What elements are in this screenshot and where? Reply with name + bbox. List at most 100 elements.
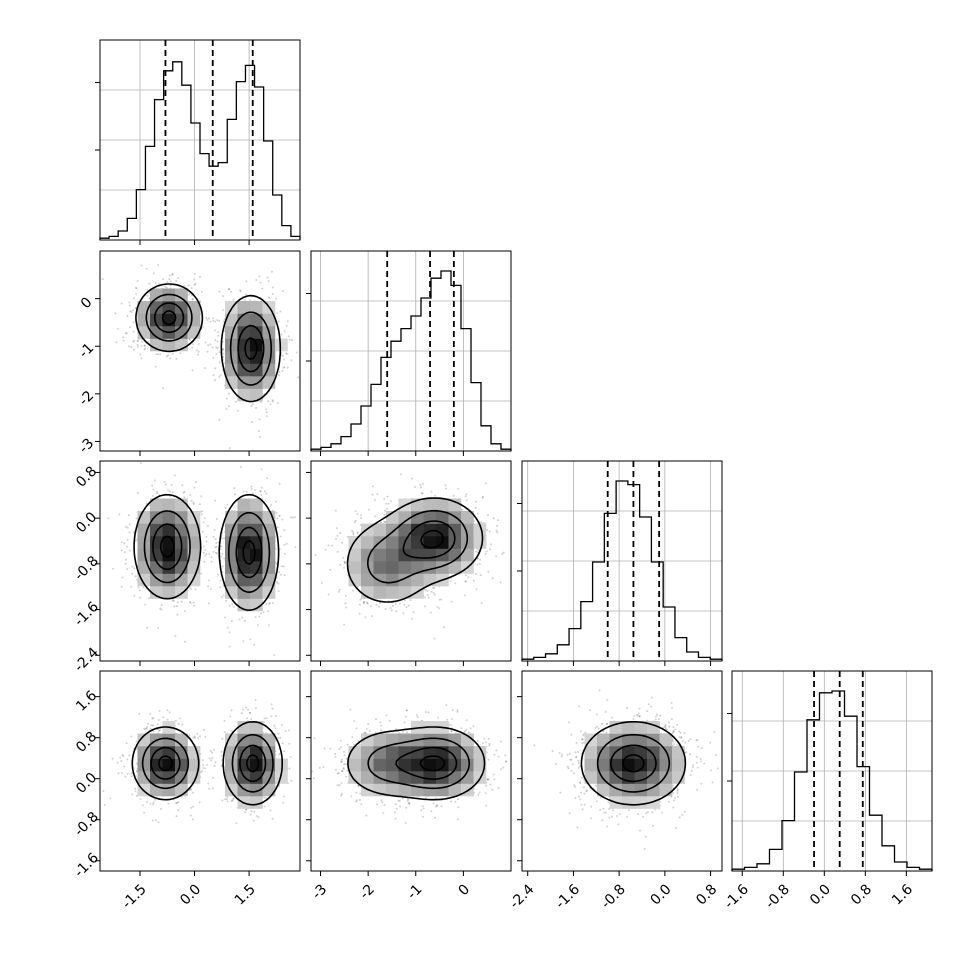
scatter-point bbox=[360, 516, 362, 519]
scatter-point bbox=[214, 538, 217, 541]
scatter-point bbox=[227, 288, 230, 291]
scatter-point bbox=[211, 757, 214, 760]
scatter-point bbox=[241, 712, 243, 715]
pair-panel-0-3 bbox=[95, 670, 301, 876]
scatter-point bbox=[121, 771, 124, 774]
scatter-point bbox=[212, 550, 215, 553]
scatter-point bbox=[219, 579, 222, 582]
density-cell bbox=[162, 338, 176, 352]
density-cell bbox=[137, 523, 151, 537]
scatter-point bbox=[221, 565, 224, 568]
scatter-point bbox=[120, 585, 123, 588]
scatter-point bbox=[159, 607, 162, 610]
scatter-point bbox=[160, 604, 163, 607]
scatter-point bbox=[169, 495, 172, 498]
scatter-point bbox=[203, 728, 205, 731]
scatter-point bbox=[273, 654, 276, 656]
scatter-point bbox=[253, 810, 256, 813]
scatter-point bbox=[204, 767, 207, 770]
scatter-point bbox=[214, 379, 217, 382]
scatter-point bbox=[438, 607, 441, 610]
density-cell bbox=[250, 388, 263, 402]
scatter-point bbox=[266, 276, 269, 279]
scatter-point bbox=[344, 562, 347, 565]
scatter-point bbox=[226, 463, 228, 465]
scatter-point bbox=[384, 520, 387, 523]
scatter-point bbox=[263, 796, 266, 799]
scatter-point bbox=[288, 729, 290, 732]
scatter-point bbox=[262, 611, 265, 614]
scatter-point bbox=[295, 351, 298, 354]
scatter-point bbox=[122, 339, 125, 342]
scatter-point bbox=[205, 535, 208, 538]
scatter-point bbox=[197, 343, 200, 345]
scatter-point bbox=[157, 729, 160, 732]
density-cell bbox=[275, 771, 288, 784]
density-cell bbox=[150, 586, 163, 599]
scatter-point bbox=[241, 708, 244, 711]
scatter-point bbox=[265, 796, 267, 799]
scatter-point bbox=[221, 340, 224, 343]
scatter-point bbox=[136, 339, 139, 342]
scatter-point bbox=[128, 304, 131, 307]
density-cell bbox=[175, 313, 188, 327]
scatter-point bbox=[157, 282, 160, 285]
scatter-point bbox=[276, 312, 279, 315]
scatter-point bbox=[144, 347, 147, 350]
scatter-point bbox=[214, 367, 217, 370]
contours bbox=[133, 493, 280, 611]
scatter-point bbox=[223, 719, 226, 722]
scatter-point bbox=[154, 282, 157, 284]
scatter-point bbox=[130, 311, 133, 314]
scatter-point bbox=[170, 484, 173, 487]
scatter-point bbox=[128, 523, 131, 526]
density-cell bbox=[250, 721, 263, 734]
scatter-point bbox=[177, 277, 180, 280]
scatter-point bbox=[224, 798, 227, 801]
scatter-point bbox=[212, 317, 215, 319]
panel-frame bbox=[99, 670, 301, 872]
density-cell bbox=[250, 326, 263, 339]
panel-content bbox=[314, 473, 505, 640]
pair-panel-1-2 bbox=[306, 460, 512, 666]
scatter-point bbox=[257, 430, 260, 432]
scatter-point bbox=[281, 742, 284, 745]
scatter-point bbox=[140, 264, 143, 267]
scatter-point bbox=[189, 602, 192, 604]
density-cell bbox=[225, 758, 238, 772]
hist-panel-3 bbox=[727, 670, 933, 872]
scatter-point bbox=[184, 610, 186, 612]
scatter-point bbox=[222, 309, 224, 311]
scatter-point bbox=[276, 517, 279, 520]
scatter-point bbox=[290, 779, 293, 782]
scatter-point bbox=[244, 293, 247, 296]
scatter-point bbox=[129, 310, 132, 313]
scatter-point bbox=[203, 560, 206, 563]
scatter-point bbox=[189, 494, 192, 496]
scatter-point bbox=[134, 307, 137, 309]
hist-panel-1 bbox=[306, 250, 512, 452]
scatter-point bbox=[152, 801, 155, 804]
scatter-point bbox=[230, 800, 233, 803]
scatter-point bbox=[142, 586, 145, 589]
scatter-point bbox=[219, 586, 222, 589]
scatter-point bbox=[278, 374, 281, 377]
scatter-point bbox=[107, 517, 110, 520]
scatter-point bbox=[131, 572, 134, 575]
scatter-point bbox=[277, 526, 279, 529]
scatter-point bbox=[268, 624, 270, 627]
scatter-point bbox=[215, 552, 218, 555]
scatter-point bbox=[212, 319, 215, 322]
scatter-point bbox=[193, 735, 196, 738]
scatter-point bbox=[137, 586, 140, 589]
scatter-point bbox=[205, 553, 208, 555]
scatter-point bbox=[143, 348, 146, 351]
scatter-point bbox=[176, 801, 178, 804]
scatter-point bbox=[371, 615, 373, 618]
scatter-point bbox=[165, 286, 168, 289]
scatter-point bbox=[214, 761, 217, 764]
contour-line bbox=[141, 733, 274, 793]
scatter-point bbox=[204, 341, 207, 344]
scatter-point bbox=[285, 324, 288, 327]
scatter-point bbox=[265, 415, 268, 418]
